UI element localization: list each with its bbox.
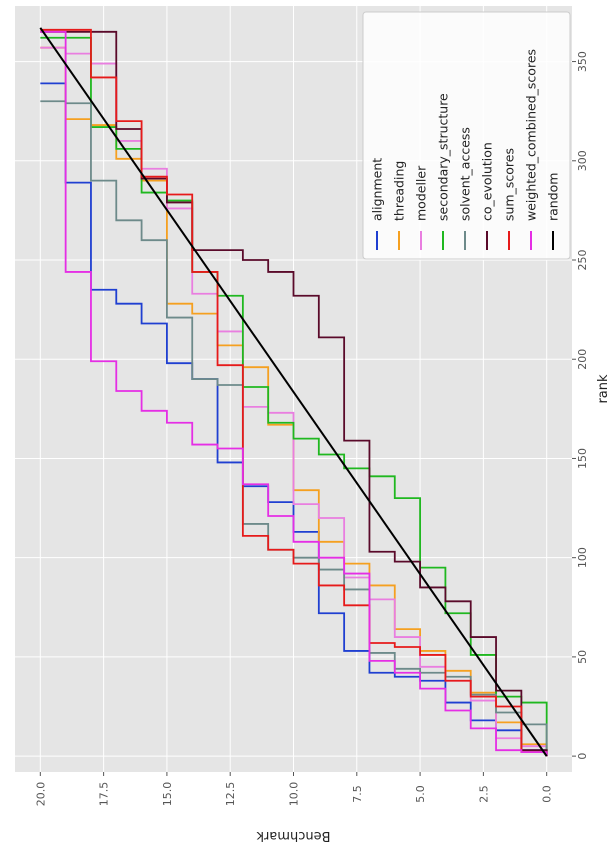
tick-label-rank: 50 <box>576 650 589 664</box>
tick-label-benchmark: 17.5 <box>98 782 111 807</box>
tick-labels: 0 50 100 150 200 250 300 350 0.0 2.5 5.0 7.5 10.0 12.… <box>34 51 589 806</box>
tick-label-benchmark: 15.0 <box>161 782 174 807</box>
tick-label-rank: 350 <box>576 51 589 72</box>
legend-label-random: random <box>546 173 561 221</box>
tick-label-benchmark: 7.5 <box>351 785 364 803</box>
x-axis-label: rank <box>596 374 611 404</box>
series-line-sum-scores <box>40 28 548 757</box>
series-line-random <box>39 27 548 757</box>
tick-label-benchmark: 12.5 <box>224 782 237 807</box>
series-lines <box>39 27 548 757</box>
legend-label-threading: threading <box>392 161 407 221</box>
series-line-weighted-combined-scores <box>40 30 548 757</box>
legend: alignment threading modeller secondary_stru… <box>362 11 571 260</box>
tick-label-benchmark: 5.0 <box>414 785 427 803</box>
tick-label-benchmark: 0.0 <box>541 785 554 803</box>
tick-label-rank: 150 <box>576 448 589 469</box>
legend-label-modeller: modeller <box>414 165 429 221</box>
tick-label-benchmark: 20.0 <box>34 782 47 807</box>
tick-label-rank: 250 <box>576 250 589 271</box>
legend-box <box>362 11 571 260</box>
legend-label-sum-scores: sum_scores <box>502 148 517 221</box>
tick-label-rank: 200 <box>576 349 589 370</box>
y-axis-label: Benchmark <box>256 828 331 843</box>
tick-label-rank: 0 <box>576 753 589 760</box>
tick-label-rank: 100 <box>576 547 589 568</box>
tick-label-rank: 300 <box>576 150 589 171</box>
legend-label-co-evolution: co_evolution <box>480 142 495 221</box>
legend-label-weighted-combined-scores: weighted_combined_scores <box>524 49 539 221</box>
legend-label-solvent-access: solvent_access <box>458 127 473 221</box>
legend-label-alignment: alignment <box>370 158 385 221</box>
tick-label-benchmark: 2.5 <box>477 785 490 803</box>
tick-label-benchmark: 10.0 <box>288 782 301 807</box>
legend-label-secondary-structure: secondary_structure <box>436 93 451 221</box>
